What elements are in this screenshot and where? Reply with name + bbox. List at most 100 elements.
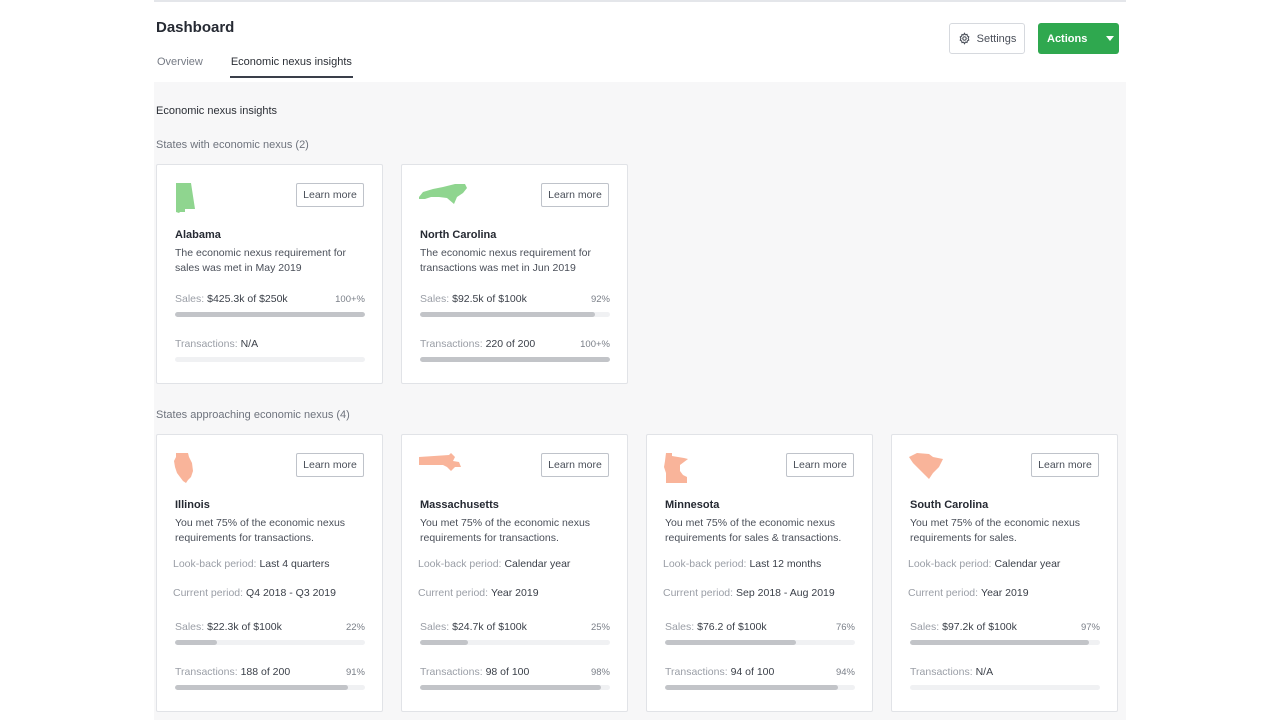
learn-more-button[interactable]: Learn more [541, 453, 609, 477]
sales-value: $76.2 of $100k [697, 621, 767, 633]
transactions-label: Transactions: [910, 666, 973, 678]
tab-overview[interactable]: Overview [157, 56, 203, 68]
settings-button[interactable]: Settings [949, 23, 1025, 54]
state-card-minnesota: Learn more Minnesota You met 75% of the … [646, 434, 873, 712]
transactions-value: N/A [240, 338, 259, 350]
section-title: Economic nexus insights [156, 105, 278, 117]
learn-more-button[interactable]: Learn more [296, 453, 364, 477]
sales-progress-fill [665, 640, 797, 645]
learn-more-button[interactable]: Learn more [541, 183, 609, 207]
sales-label: Sales: [175, 293, 205, 305]
approaching-title: States approaching economic nexus (4) [156, 409, 350, 421]
caret-down-icon [1105, 36, 1114, 41]
state-card-south-carolina: Learn more South Carolina You met 75% of… [891, 434, 1118, 712]
illinois-map-icon [174, 453, 193, 483]
alabama-map-icon [176, 183, 195, 213]
current-period-value: Q4 2018 - Q3 2019 [246, 587, 336, 599]
sales-metric: Sales: $92.5k of $100k 92% [420, 293, 610, 305]
transactions-value: 98 of 100 [485, 666, 530, 678]
transactions-metric: Transactions: N/A [175, 338, 365, 350]
sales-progress-fill [175, 640, 217, 645]
sales-value: $92.5k of $100k [452, 293, 527, 305]
lookback-value: Last 4 quarters [259, 558, 330, 570]
learn-more-button[interactable]: Learn more [296, 183, 364, 207]
state-description: You met 75% of the economic nexus requir… [910, 517, 1081, 544]
tab-economic-nexus-insights[interactable]: Economic nexus insights [229, 56, 353, 78]
transactions-percent: 94% [835, 667, 855, 678]
state-card-north-carolina: Learn more North Carolina The economic n… [401, 164, 628, 384]
transactions-percent: 100+% [580, 339, 610, 350]
sales-progress-fill [175, 312, 365, 317]
sales-percent: 97% [1080, 622, 1100, 633]
lookback-period: Look-back period: Last 4 quarters [173, 558, 330, 570]
state-name: Illinois [175, 499, 210, 511]
sales-progress-bar [910, 640, 1100, 645]
lookback-label: Look-back period: [663, 558, 747, 570]
transactions-metric: Transactions: 220 of 200 100+% [420, 338, 610, 350]
transactions-progress-bar [175, 357, 365, 362]
transactions-progress-fill [420, 357, 610, 362]
minnesota-map-icon [664, 453, 688, 483]
transactions-progress-bar [175, 685, 365, 690]
sales-progress-fill [910, 640, 1089, 645]
current-period: Current period: Q4 2018 - Q3 2019 [173, 587, 336, 599]
south-carolina-map-icon [909, 453, 943, 479]
state-description: The economic nexus requirement for sales… [175, 247, 346, 274]
state-name: North Carolina [420, 229, 497, 241]
lookback-period: Look-back period: Calendar year [418, 558, 570, 570]
actions-dropdown-toggle[interactable] [1100, 36, 1119, 41]
state-card-massachusetts: Learn more Massachusetts You met 75% of … [401, 434, 628, 712]
transactions-progress-bar [420, 685, 610, 690]
actions-button[interactable]: Actions [1038, 23, 1119, 54]
top-divider [154, 0, 1126, 2]
transactions-value: N/A [975, 666, 994, 678]
sales-progress-bar [175, 640, 365, 645]
transactions-label: Transactions: [420, 666, 483, 678]
state-name: Massachusetts [420, 499, 499, 511]
transactions-progress-bar [910, 685, 1100, 690]
learn-more-button[interactable]: Learn more [786, 453, 854, 477]
sales-progress-bar [175, 312, 365, 317]
sales-percent: 25% [590, 622, 610, 633]
transactions-progress-fill [665, 685, 838, 690]
lookback-label: Look-back period: [418, 558, 502, 570]
state-name: Alabama [175, 229, 221, 241]
current-period-value: Year 2019 [981, 587, 1029, 599]
current-period: Current period: Sep 2018 - Aug 2019 [663, 587, 835, 599]
transactions-percent: 98% [590, 667, 610, 678]
gear-icon [959, 32, 970, 45]
state-description: You met 75% of the economic nexus requir… [665, 517, 842, 544]
current-period: Current period: Year 2019 [908, 587, 1029, 599]
lookback-label: Look-back period: [908, 558, 992, 570]
current-period-label: Current period: [908, 587, 979, 599]
current-period-label: Current period: [173, 587, 244, 599]
lookback-value: Calendar year [504, 558, 571, 570]
settings-label: Settings [976, 32, 1017, 45]
state-description: The economic nexus requirement for trans… [420, 247, 591, 274]
page-header: Dashboard Overview Economic nexus insigh… [154, 0, 1126, 82]
current-period: Current period: Year 2019 [418, 587, 539, 599]
transactions-value: 94 of 100 [730, 666, 775, 678]
transactions-value: 188 of 200 [240, 666, 291, 678]
sales-percent: 92% [590, 294, 610, 305]
main-content: Economic nexus insights States with econ… [154, 82, 1126, 720]
transactions-progress-bar [420, 357, 610, 362]
sales-value: $425.3k of $250k [207, 293, 288, 305]
north-carolina-map-icon [419, 184, 467, 204]
massachusetts-map-icon [419, 453, 461, 471]
sales-progress-fill [420, 640, 468, 645]
learn-more-button[interactable]: Learn more [1031, 453, 1099, 477]
transactions-metric: Transactions: 98 of 100 98% [420, 666, 610, 678]
state-name: South Carolina [910, 499, 989, 511]
sales-label: Sales: [420, 293, 450, 305]
current-period-label: Current period: [418, 587, 489, 599]
transactions-progress-bar [665, 685, 855, 690]
with-nexus-title: States with economic nexus (2) [156, 139, 309, 151]
transactions-label: Transactions: [175, 666, 238, 678]
sales-metric: Sales: $97.2k of $100k 97% [910, 621, 1100, 633]
sales-value: $24.7k of $100k [452, 621, 527, 633]
lookback-value: Last 12 months [749, 558, 822, 570]
transactions-metric: Transactions: 188 of 200 91% [175, 666, 365, 678]
sales-percent: 100+% [335, 294, 365, 305]
actions-label: Actions [1047, 32, 1088, 45]
